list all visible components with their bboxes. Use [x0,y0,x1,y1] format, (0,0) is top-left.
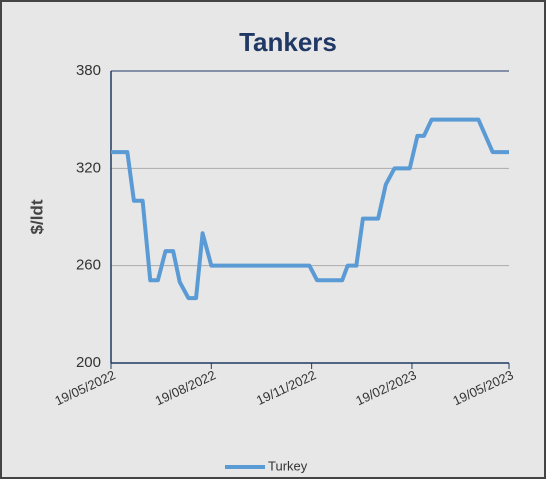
y-tick-label: 260 [76,257,101,274]
legend-label: Turkey [268,458,308,473]
y-tick-label: 380 [76,62,101,79]
y-tick-label: 320 [76,159,101,176]
chart-title: Tankers [239,27,337,57]
y-axis-label: $/ldt [27,199,46,234]
y-tick-label: 200 [76,354,101,371]
series-line [111,117,509,301]
